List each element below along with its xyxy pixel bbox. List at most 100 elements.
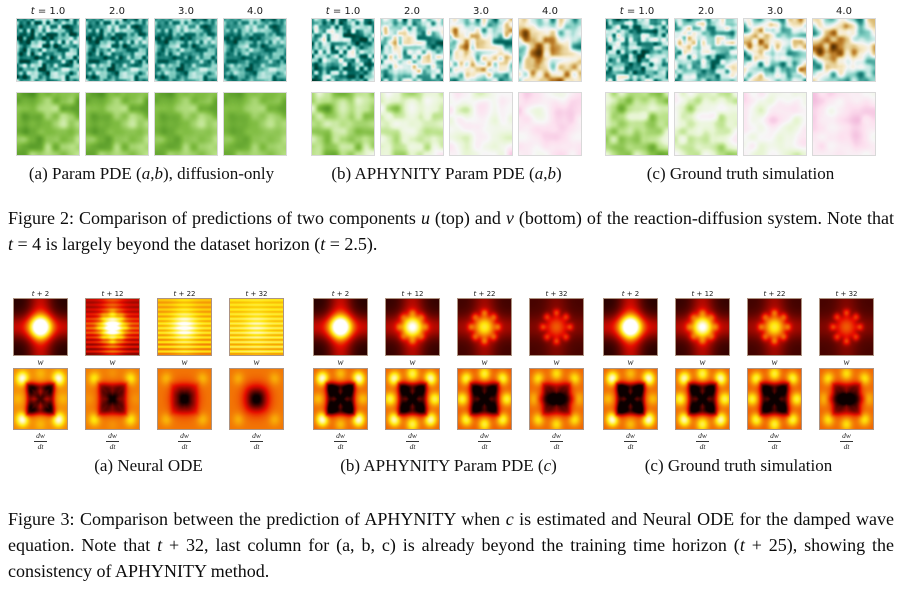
fig2-c-v-tile-3 [812, 92, 876, 156]
text-run: + 12 [694, 290, 714, 298]
text-run: a [141, 164, 151, 183]
fig2-a-v-tile-2 [154, 92, 218, 156]
tile-row-fig2-a-u [16, 18, 287, 82]
time-label-t0: t + 2 [604, 290, 657, 298]
dwdt-label-cell: dw dt [748, 430, 801, 451]
time-label-t1: t + 12 [676, 290, 729, 298]
figure2-panel: t = 1.0 2.0 3.0 4.0 (a) Param PDE (a, b), di… [0, 2, 900, 197]
dwdt-label-cell: dw dt [14, 431, 67, 451]
time-label-row: t = 1.0 2.0 3.0 4.0 [606, 2, 875, 18]
fig2-c-u-tile-2 [743, 18, 807, 82]
tile-row-fig3-a-dwdt [13, 368, 284, 430]
fig2-group-b: t = 1.0 2.0 3.0 4.0 (b) APHYNITY Param PDE (… [311, 2, 582, 184]
text-run: t [621, 290, 625, 298]
dwdt-label-cell: dw dt [314, 431, 367, 451]
dwdt-label-row: dw dt dw dt dw dt dw dt [14, 430, 283, 452]
w-label: w [481, 357, 488, 367]
text-run: (b) APHYNITY Param PDE ( [331, 164, 535, 183]
dwdt-fraction-label: dw dt [624, 430, 637, 451]
text-run: 3.0 [473, 6, 489, 17]
dwdt-label-row: dw dt dw dt dw dt dw dt [314, 430, 583, 452]
text-run: + 32, last column for (a, b, c) is alrea… [162, 535, 740, 555]
text-run: t [325, 6, 330, 17]
text-run: ) [555, 164, 562, 183]
fig3-a-dwdt-tile-2 [157, 368, 212, 430]
fig3-a-dwdt-tile-3 [229, 368, 284, 430]
time-label-t1: t + 12 [86, 290, 139, 298]
dwdt-denominator: dt [553, 441, 560, 451]
text-run: (c) Ground truth simulation [644, 456, 833, 475]
text-run: 3.0 [767, 6, 783, 17]
time-label-t2: 3.0 [155, 6, 217, 18]
tile-row-fig3-c-w [603, 298, 874, 356]
time-label-t2: t + 22 [748, 290, 801, 298]
dwdt-denominator: dt [843, 441, 850, 451]
text-run: (bottom) of the reaction-diffusion syste… [513, 208, 894, 228]
dwdt-fraction-label: dw dt [696, 430, 709, 451]
fig2-c-u-tile-1 [674, 18, 738, 82]
time-label-t3: 4.0 [519, 6, 581, 18]
text-run: 4.0 [836, 6, 852, 17]
dwdt-denominator: dt [337, 441, 344, 451]
tile-row-fig3-b-dwdt [313, 368, 584, 430]
fig2-b-u-tile-0 [311, 18, 375, 82]
text-run: t [331, 290, 335, 298]
dwdt-fraction-label: dw dt [840, 431, 853, 451]
fig2-group-caption-b: (b) APHYNITY Param PDE (a, b) [312, 164, 581, 184]
fig2-b-v-tile-0 [311, 92, 375, 156]
text-run: = 1.0 [34, 6, 66, 17]
text-run: + 12 [104, 290, 124, 298]
fig2-c-v-tile-1 [674, 92, 738, 156]
dwdt-label-cell: dw dt [820, 431, 873, 451]
dwdt-label-cell: dw dt [604, 430, 657, 451]
text-run: + 22 [476, 290, 496, 298]
dwdt-label-cell: dw dt [86, 431, 139, 451]
time-label-t1: 2.0 [86, 6, 148, 18]
dwdt-denominator: dt [181, 441, 188, 451]
text-run: ) [551, 456, 557, 475]
fig2-group-a: t = 1.0 2.0 3.0 4.0 (a) Param PDE (a, b), di… [16, 2, 287, 184]
fig2-b-u-tile-1 [380, 18, 444, 82]
dwdt-fraction-label: dw dt [550, 431, 563, 451]
text-run: = 1.0 [329, 6, 361, 17]
dwdt-numerator: dw [406, 430, 419, 442]
time-label-t3: 4.0 [813, 6, 875, 18]
text-run: t [763, 290, 767, 298]
tile-row-fig2-b-u [311, 18, 582, 82]
tile-row-fig2-c-u [605, 18, 876, 82]
dwdt-numerator: dw [624, 430, 637, 442]
dwdt-fraction-label: dw dt [406, 430, 419, 451]
text-run: 4.0 [247, 6, 263, 17]
time-label-t3: 4.0 [224, 6, 286, 18]
dwdt-denominator: dt [109, 441, 116, 451]
dwdt-fraction-label: dw dt [34, 431, 47, 451]
fig2-b-u-tile-3 [518, 18, 582, 82]
text-run: = 2.5). [325, 234, 378, 254]
w-label: w [37, 357, 44, 367]
dwdt-fraction-label: dw dt [106, 431, 119, 451]
fig2-a-u-tile-1 [85, 18, 149, 82]
dwdt-numerator: dw [696, 430, 709, 442]
fig3-c-w-tile-1 [675, 298, 730, 356]
tile-row-fig3-c-dwdt [603, 368, 874, 430]
dwdt-denominator: dt [37, 441, 44, 451]
text-run: 2.0 [404, 6, 420, 17]
dwdt-numerator: dw [768, 430, 781, 442]
text-run: t [245, 290, 249, 298]
fig3-a-w-tile-3 [229, 298, 284, 356]
time-label-t2: t + 22 [158, 290, 211, 298]
tile-row-fig2-b-v [311, 92, 582, 156]
text-run: t [545, 290, 549, 298]
dwdt-label-cell: dw dt [386, 430, 439, 451]
text-run: + 12 [404, 290, 424, 298]
tile-row-fig3-a-w [13, 298, 284, 356]
fig2-b-v-tile-2 [449, 92, 513, 156]
dwdt-label-cell: dw dt [230, 431, 283, 451]
text-run: + 22 [176, 290, 196, 298]
fig3-c-dwdt-tile-1 [675, 368, 730, 430]
dwdt-fraction-label: dw dt [334, 431, 347, 451]
text-run: + 32 [548, 290, 568, 298]
